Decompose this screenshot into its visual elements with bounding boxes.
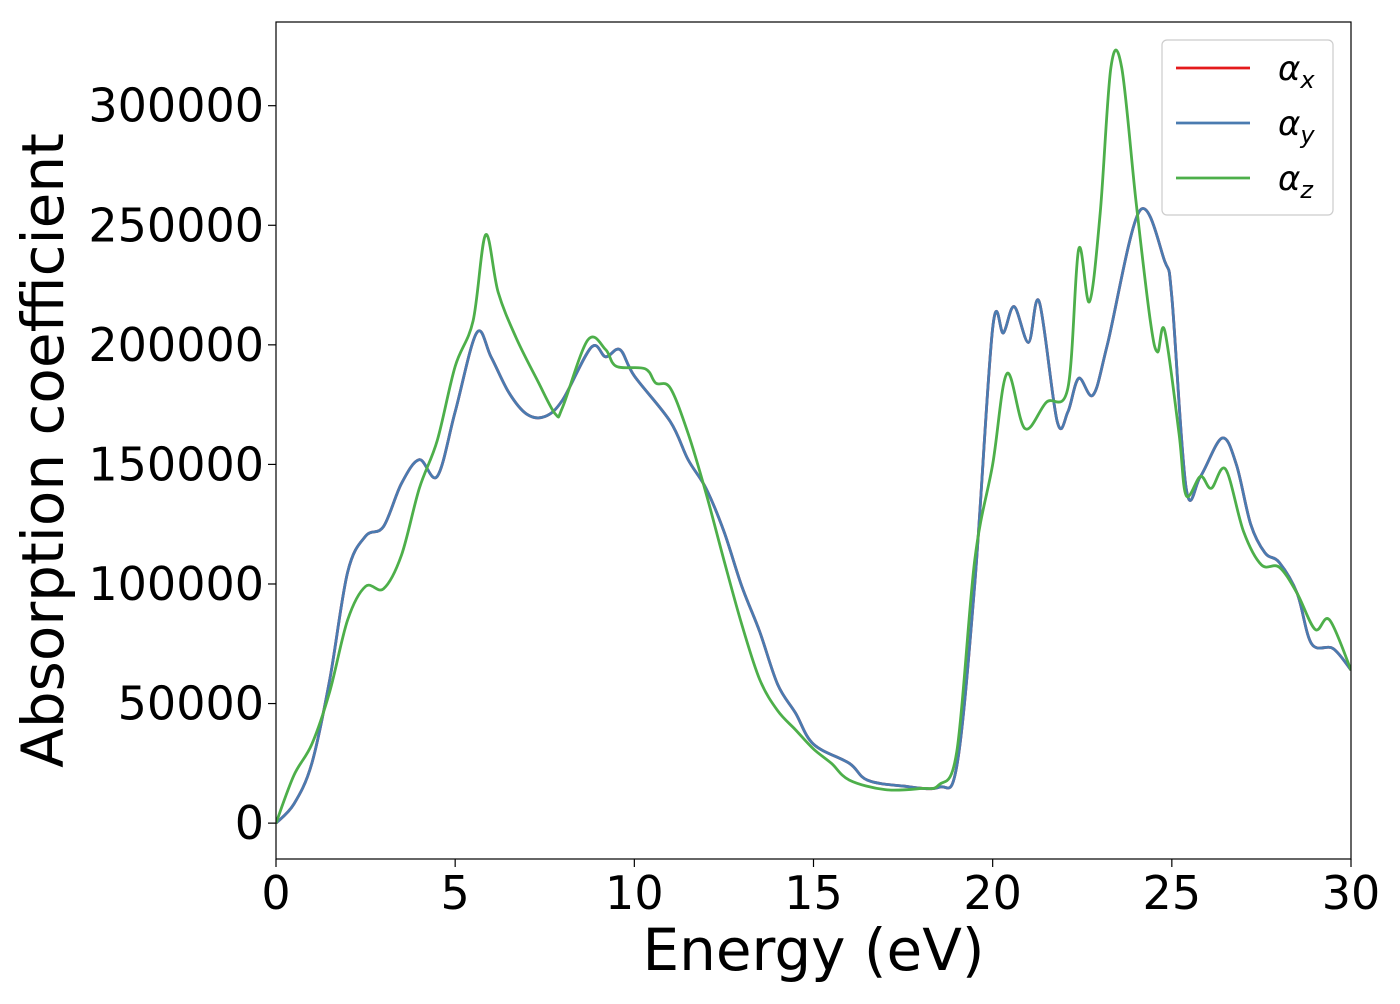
x-tick-label: 10 (605, 866, 664, 920)
legend-label-z: αz (1278, 159, 1314, 204)
legend-label-x: αx (1278, 49, 1315, 94)
y-tick-label: 0 (235, 796, 264, 850)
legend-label-y: αy (1278, 104, 1315, 149)
y-tick-label: 250000 (88, 198, 264, 252)
plot-lines (276, 48, 1351, 825)
y-tick-label: 300000 (88, 79, 264, 133)
x-tick-label: 15 (784, 866, 843, 920)
y-tick-label: 100000 (88, 557, 264, 611)
x-tick-label: 5 (441, 866, 470, 920)
y-axis-title: Absorption coefficient (9, 133, 77, 768)
series-line-y (276, 207, 1351, 825)
series-line-z (276, 48, 1351, 824)
series-line-x (276, 207, 1351, 825)
x-axis-ticks: 0 5 10 15 20 25 30 (261, 859, 1380, 920)
legend: αx αy αz (1161, 39, 1334, 216)
x-tick-label: 30 (1322, 866, 1381, 920)
x-tick-label: 20 (963, 866, 1022, 920)
x-tick-label: 25 (1143, 866, 1202, 920)
x-axis-title: Energy (eV) (642, 916, 984, 984)
y-tick-label: 200000 (88, 318, 264, 372)
legend-box (1161, 39, 1334, 216)
x-tick-label: 0 (261, 866, 290, 920)
y-axis-ticks: 0 50000 100000 150000 200000 250000 300000 (88, 79, 276, 850)
y-tick-label: 50000 (118, 677, 264, 731)
y-tick-label: 150000 (88, 437, 264, 491)
